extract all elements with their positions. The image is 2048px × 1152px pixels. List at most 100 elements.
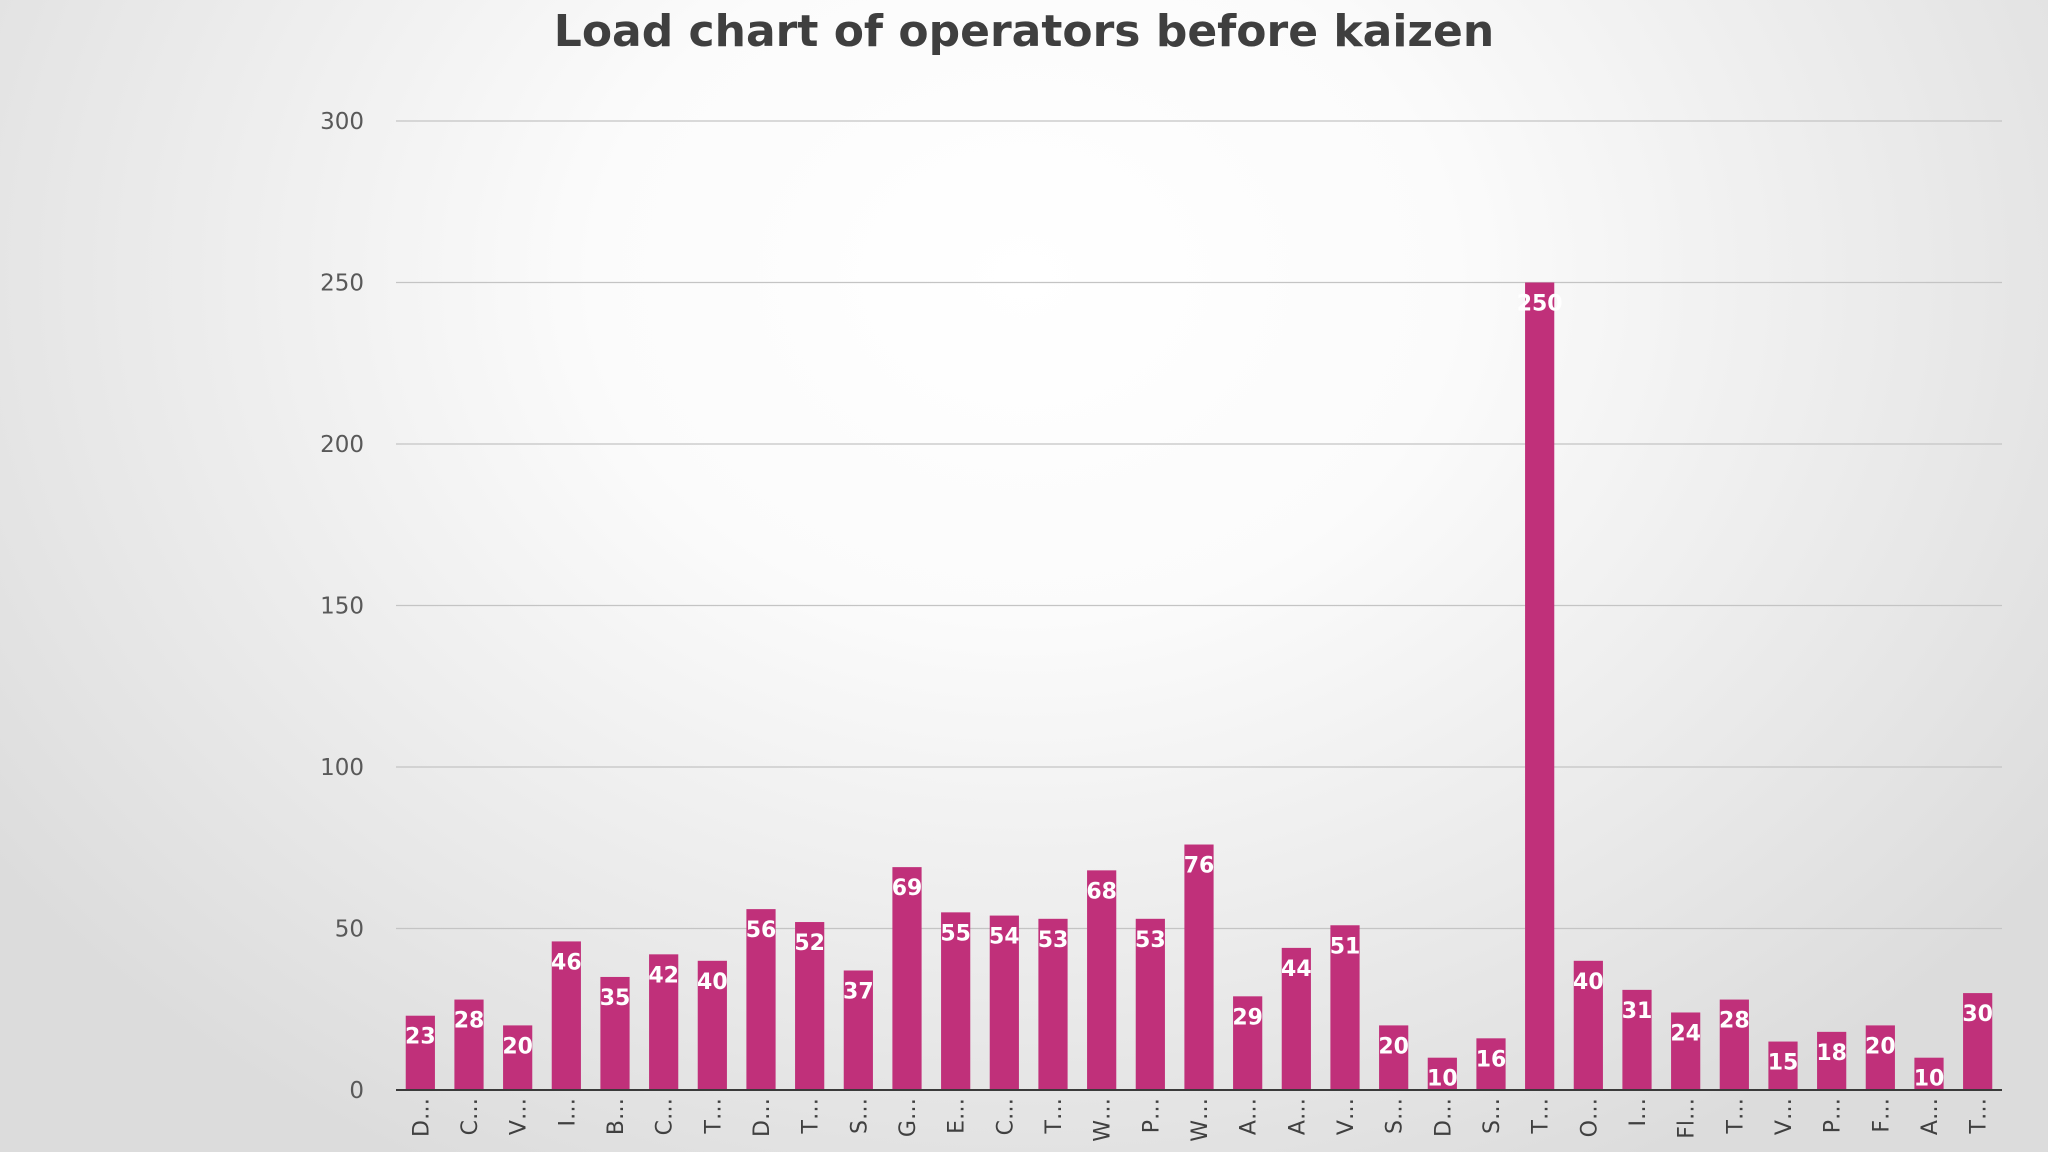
x-tick-label: P… [1139, 1098, 1164, 1133]
bar [1281, 947, 1311, 1090]
data-label: 53 [1038, 928, 1069, 953]
bar [1135, 918, 1165, 1090]
bar [1622, 989, 1652, 1090]
bar [989, 915, 1019, 1090]
bar [1719, 999, 1749, 1090]
bar [454, 999, 484, 1090]
data-label: 76 [1184, 854, 1215, 879]
x-tick-label: T… [1529, 1098, 1554, 1134]
x-tick-label: D… [409, 1098, 434, 1137]
bar [1865, 1025, 1895, 1090]
x-tick-label: V… [1772, 1098, 1797, 1135]
bar [892, 867, 922, 1090]
data-label: 31 [1622, 999, 1653, 1024]
bar [1476, 1038, 1506, 1090]
y-tick-label: 250 [320, 271, 364, 297]
x-tick-label: C… [993, 1098, 1018, 1135]
x-tick-label: T… [701, 1098, 726, 1134]
x-tick-label: P… [1821, 1098, 1846, 1133]
data-label: 40 [697, 970, 728, 995]
x-tick-label: T… [1967, 1098, 1992, 1134]
bar [1330, 925, 1360, 1090]
bar [1525, 282, 1555, 1090]
bar [1963, 993, 1993, 1090]
x-tick-label: S… [1480, 1098, 1505, 1134]
data-label: 37 [843, 979, 874, 1004]
data-label: 56 [746, 918, 777, 943]
data-label: 29 [1232, 1005, 1263, 1030]
bar [1914, 1057, 1944, 1090]
data-label: 20 [1865, 1034, 1896, 1059]
bar [551, 941, 581, 1090]
bar [941, 912, 971, 1090]
data-labels: 23 28 20 46 35 42 40 56 52 37 69 55 54 53 68 53 76 29 44 51… [405, 292, 1993, 1092]
y-tick-label: 200 [320, 432, 364, 458]
x-tick-label: T… [799, 1098, 824, 1134]
data-label: 55 [940, 921, 971, 946]
x-tick-label: Fl… [1675, 1098, 1700, 1139]
y-tick-label: 300 [320, 109, 364, 135]
data-label: 10 [1914, 1067, 1945, 1092]
x-tick-label: B… [604, 1098, 629, 1135]
data-label: 42 [648, 963, 679, 988]
bar [503, 1025, 533, 1090]
x-tick-label: W… [1188, 1098, 1213, 1142]
bar [1427, 1057, 1457, 1090]
x-tick-label: E… [945, 1098, 970, 1134]
data-label: 20 [1378, 1034, 1409, 1059]
bar [1038, 918, 1068, 1090]
x-tick-label: I… [1626, 1098, 1651, 1127]
x-tick-label: A… [1918, 1098, 1943, 1135]
bar [405, 1015, 435, 1090]
data-label: 68 [1086, 879, 1117, 904]
data-label: 30 [1962, 1002, 1993, 1027]
x-tick-label: V… [1334, 1098, 1359, 1135]
bar [746, 909, 776, 1090]
data-label: 54 [989, 925, 1020, 950]
x-tick-label: T… [1723, 1098, 1748, 1134]
data-label: 24 [1670, 1021, 1701, 1046]
bar [1671, 1012, 1701, 1090]
bar [1087, 870, 1117, 1090]
x-tick-label: G… [896, 1098, 921, 1137]
x-tick-label: F… [1869, 1098, 1894, 1133]
bar [1573, 960, 1603, 1090]
x-tick-label: S… [1383, 1098, 1408, 1134]
data-label: 53 [1135, 928, 1166, 953]
y-tick-label: 100 [320, 755, 364, 781]
bar [697, 960, 727, 1090]
data-label: 20 [502, 1034, 533, 1059]
data-label: 44 [1281, 957, 1312, 982]
data-label: 52 [794, 931, 825, 956]
x-tick-label: S… [847, 1098, 872, 1134]
bars [405, 282, 1993, 1090]
data-label: 40 [1573, 970, 1604, 995]
data-label: 16 [1476, 1047, 1507, 1072]
data-label: 69 [892, 876, 923, 901]
y-tick-label: 150 [320, 594, 364, 620]
data-label: 51 [1330, 934, 1361, 959]
x-tick-label: D… [750, 1098, 775, 1137]
x-tick-label: A… [1285, 1098, 1310, 1135]
x-tick-label: D… [1431, 1098, 1456, 1137]
data-label: 250 [1517, 292, 1563, 317]
data-label: 35 [600, 986, 631, 1011]
gridlines [396, 120, 2002, 930]
data-label: 23 [405, 1025, 436, 1050]
bar [843, 970, 873, 1090]
bar [1184, 844, 1214, 1090]
x-tick-label: T… [1042, 1098, 1067, 1134]
bar [600, 976, 630, 1090]
chart-title: Load chart of operators before kaizen [553, 6, 1495, 57]
data-label: 10 [1427, 1067, 1458, 1092]
y-axis-ticks: 0 50 100 150 200 250 300 [320, 109, 364, 1104]
bar [649, 954, 679, 1090]
x-tick-label: V… [507, 1098, 532, 1135]
x-tick-label: O… [1577, 1098, 1602, 1137]
data-label: 15 [1768, 1051, 1799, 1076]
x-tick-label: A… [1237, 1098, 1262, 1135]
x-tick-label: C… [458, 1098, 483, 1135]
bar [1233, 996, 1263, 1090]
bar [1768, 1041, 1798, 1090]
